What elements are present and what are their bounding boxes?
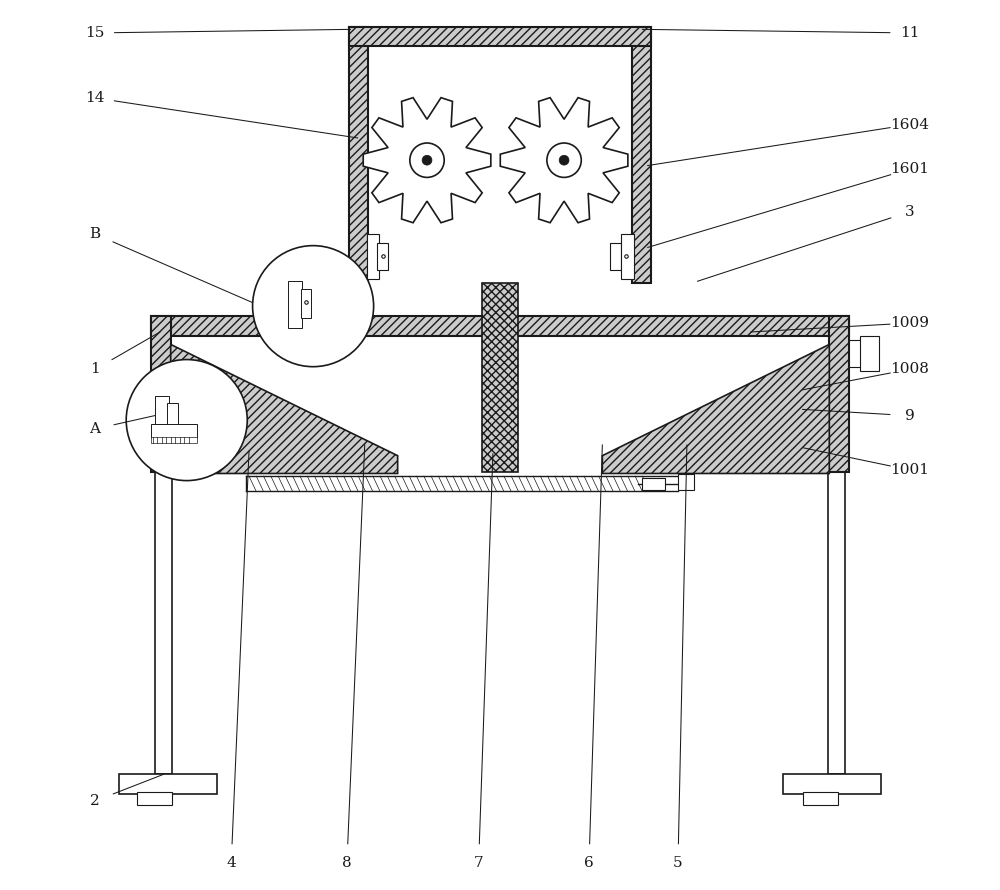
- Bar: [368, 46, 632, 283]
- Text: 11: 11: [900, 26, 919, 40]
- Text: 1601: 1601: [890, 162, 929, 176]
- Bar: [167, 403, 178, 433]
- Bar: [621, 234, 634, 279]
- Bar: [377, 243, 388, 270]
- Text: 3: 3: [905, 205, 914, 219]
- Text: 1001: 1001: [890, 463, 929, 477]
- Bar: [642, 478, 665, 490]
- Bar: [783, 774, 881, 794]
- Bar: [849, 340, 862, 367]
- Bar: [482, 283, 518, 472]
- Text: B: B: [89, 227, 101, 241]
- Text: 6: 6: [584, 856, 594, 870]
- Bar: [860, 336, 879, 371]
- Bar: [678, 474, 694, 490]
- Text: 1: 1: [90, 362, 100, 376]
- Polygon shape: [602, 344, 829, 473]
- Bar: [610, 243, 621, 270]
- Text: 1008: 1008: [890, 362, 929, 376]
- Polygon shape: [171, 344, 398, 473]
- Text: 1604: 1604: [890, 117, 929, 132]
- Text: 14: 14: [85, 91, 105, 105]
- Bar: [349, 27, 368, 283]
- Polygon shape: [363, 98, 491, 222]
- Bar: [349, 27, 651, 46]
- Text: 15: 15: [85, 26, 105, 40]
- Bar: [155, 472, 172, 774]
- Bar: [151, 437, 197, 443]
- Bar: [367, 234, 379, 279]
- Bar: [119, 774, 217, 794]
- Text: 4: 4: [226, 856, 236, 870]
- Circle shape: [559, 155, 569, 166]
- Circle shape: [422, 155, 432, 166]
- Bar: [151, 316, 849, 336]
- Circle shape: [547, 143, 581, 177]
- Circle shape: [410, 143, 444, 177]
- Text: 5: 5: [673, 856, 683, 870]
- Bar: [828, 472, 845, 774]
- Bar: [151, 424, 197, 438]
- Bar: [803, 792, 838, 805]
- Text: 2: 2: [90, 794, 100, 808]
- Bar: [288, 281, 302, 328]
- Text: 7: 7: [474, 856, 483, 870]
- Circle shape: [253, 246, 374, 367]
- Text: 1009: 1009: [890, 316, 929, 330]
- Bar: [171, 336, 829, 472]
- Circle shape: [126, 360, 247, 481]
- Bar: [829, 316, 849, 472]
- Bar: [137, 792, 172, 805]
- Text: A: A: [90, 422, 101, 436]
- Bar: [151, 316, 171, 472]
- Bar: [155, 396, 169, 442]
- Text: 9: 9: [905, 409, 914, 423]
- Text: 8: 8: [342, 856, 352, 870]
- Polygon shape: [500, 98, 628, 222]
- Bar: [301, 289, 311, 318]
- Bar: [632, 27, 651, 283]
